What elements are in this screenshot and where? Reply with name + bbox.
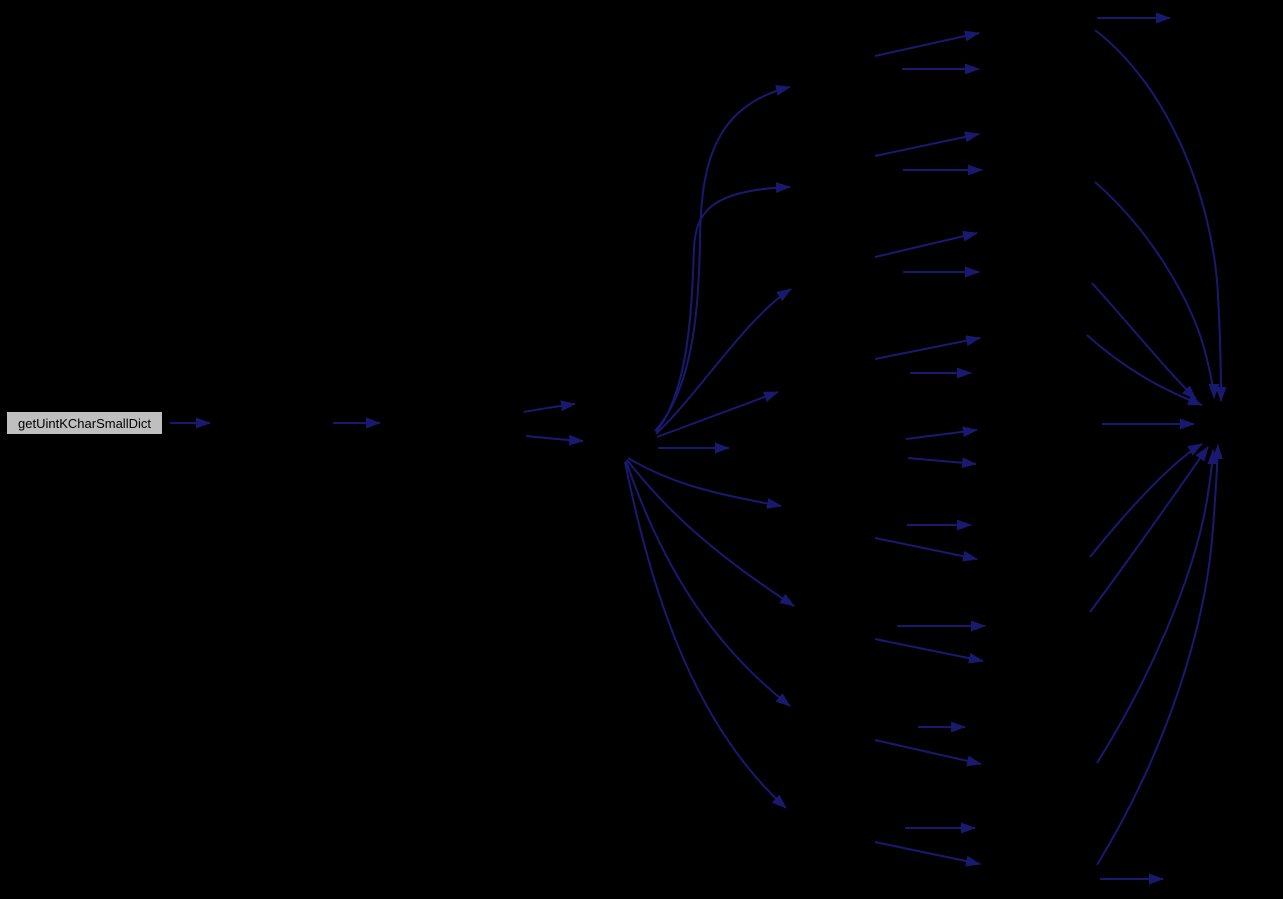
edge-right-arc-3 <box>1091 282 1197 400</box>
edge-hub-fan-2 <box>655 182 791 433</box>
edge-hub-fan-1 <box>654 84 791 432</box>
edge-mid3-a <box>874 230 978 258</box>
edge-mid4-a <box>874 335 981 360</box>
edge-right-arc-6 <box>1089 446 1209 613</box>
edge-mid8-b <box>874 739 982 767</box>
edge-hub-fan-6 <box>627 457 782 509</box>
edge-hub-fan-9 <box>624 461 787 809</box>
edge-mid6-b <box>874 537 978 562</box>
edge-mid7-b <box>874 638 984 664</box>
edge-right-arc-1 <box>1094 29 1227 402</box>
edge-hub-fan-8 <box>625 460 791 707</box>
edge-mid9-b <box>874 841 981 867</box>
node-label: getUintKCharSmallDict <box>18 415 151 431</box>
edge-right-arc-8 <box>1096 444 1223 866</box>
edge-hub-fan-3 <box>655 288 792 435</box>
edge-right-arc-5 <box>1089 443 1203 558</box>
edge-mid1-a <box>874 30 980 57</box>
node-getUintKCharSmallDict[interactable]: getUintKCharSmallDict <box>6 411 163 435</box>
edge-mid5-b <box>907 457 977 469</box>
edge-hub-fan-7 <box>626 459 795 607</box>
edge-mid2-a <box>874 131 980 157</box>
edge-n2-to-n3-upper <box>523 400 576 413</box>
edge-right-arc-2 <box>1094 181 1220 399</box>
edge-n2-to-n3-lower <box>525 434 584 446</box>
edge-mid5-a <box>905 426 978 440</box>
edge-right-arc-4 <box>1086 334 1203 406</box>
edge-right-arc-7 <box>1096 449 1219 764</box>
edge-hub-fan-4 <box>656 391 779 438</box>
